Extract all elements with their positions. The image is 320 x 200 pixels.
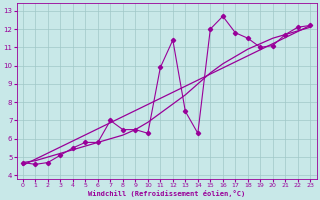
X-axis label: Windchill (Refroidissement éolien,°C): Windchill (Refroidissement éolien,°C) bbox=[88, 190, 245, 197]
